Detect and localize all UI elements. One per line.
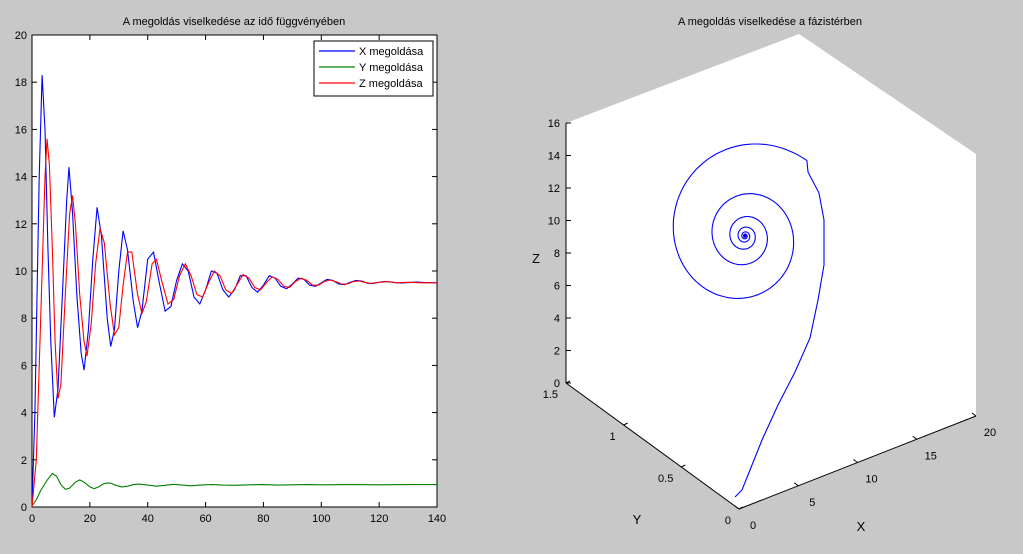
z3d-tick-label: 10 <box>548 216 560 228</box>
y3d-tick-mark <box>738 506 744 510</box>
y-tick-label: 6 <box>21 360 27 372</box>
y-tick-label: 14 <box>15 172 27 184</box>
x-tick-label: 100 <box>312 513 330 525</box>
y-axis-line <box>565 382 740 510</box>
z3d-tick-label: 12 <box>548 183 560 195</box>
z3d-tick-label: 6 <box>554 281 560 293</box>
z3d-tick-label: 2 <box>554 346 560 358</box>
y-axis-label: Y <box>633 512 642 527</box>
z3d-tick-label: 4 <box>554 313 560 325</box>
time-chart-title: A megoldás viselkedése az idő függvényéb… <box>123 16 346 28</box>
x3d-tick-mark <box>734 505 740 510</box>
z-axis-label: Z <box>532 251 540 266</box>
time-chart: A megoldás viselkedése az idő függvényéb… <box>15 16 446 525</box>
x3d-tick-mark <box>971 412 977 417</box>
legend-box <box>313 40 434 97</box>
x3d-tick-mark <box>793 482 799 487</box>
legend-label-2: Y megoldása <box>359 62 424 74</box>
z3d-tick-label: 8 <box>554 248 560 260</box>
x-tick-label: 120 <box>370 513 388 525</box>
x3d-tick-label: 10 <box>865 474 877 486</box>
y-tick-label: 8 <box>21 313 27 325</box>
y3d-tick-label: 0 <box>725 515 731 527</box>
series-line-2 <box>31 472 437 507</box>
y-tick-label: 2 <box>21 455 27 467</box>
y3d-tick-label: 1.5 <box>543 389 558 401</box>
time-chart-series <box>31 75 438 508</box>
time-chart-plot-area <box>31 34 438 508</box>
x-tick-label: 20 <box>84 513 96 525</box>
z3d-tick-label: 16 <box>548 118 560 130</box>
x-tick-label: 0 <box>29 513 35 525</box>
x-tick-label: 80 <box>257 513 269 525</box>
x3d-tick-label: 0 <box>750 520 756 532</box>
series-line-3 <box>31 138 437 508</box>
x-tick-label: 140 <box>428 513 446 525</box>
y-tick-label: 16 <box>15 124 27 136</box>
phase-space-chart: A megoldás viselkedése a fázistérben 0 5 1… <box>532 16 996 534</box>
y3d-tick-label: 0.5 <box>658 473 673 485</box>
x-tick-label: 60 <box>199 513 211 525</box>
y3d-tick-label: 1 <box>610 431 616 443</box>
z3d-tick-label: 14 <box>548 151 560 163</box>
x3d-tick-mark <box>853 459 858 463</box>
y3d-tick-mark <box>681 464 686 468</box>
x-axis-label: X <box>857 519 866 534</box>
legend-label-3: Z megoldása <box>359 78 423 90</box>
legend-label-1: X megoldása <box>359 46 424 58</box>
x3d-tick-label: 15 <box>925 450 937 462</box>
time-chart-ticks: 0 20 40 60 80 100 120 140 0 2 4 6 8 10 12 14 16 18 20 <box>15 30 446 525</box>
phase-trajectory-line <box>672 143 825 498</box>
y-tick-label: 12 <box>15 219 27 231</box>
y-tick-label: 10 <box>15 266 27 278</box>
y-tick-label: 18 <box>15 77 27 89</box>
phase-chart-title: A megoldás viselkedése a fázistérben <box>678 16 862 28</box>
y-tick-label: 0 <box>21 502 27 514</box>
y-tick-label: 20 <box>15 30 27 42</box>
x3d-tick-mark <box>912 435 918 440</box>
x3d-tick-label: 5 <box>809 497 815 509</box>
y-tick-label: 4 <box>21 408 27 420</box>
z3d-tick-label: 0 <box>554 378 560 390</box>
y3d-tick-mark <box>623 422 628 426</box>
x3d-tick-label: 20 <box>984 427 996 439</box>
x-tick-label: 40 <box>142 513 154 525</box>
time-chart-legend[interactable]: X megoldása Y megoldása Z megoldása <box>313 40 434 97</box>
phase-chart-plot-box <box>566 34 976 509</box>
